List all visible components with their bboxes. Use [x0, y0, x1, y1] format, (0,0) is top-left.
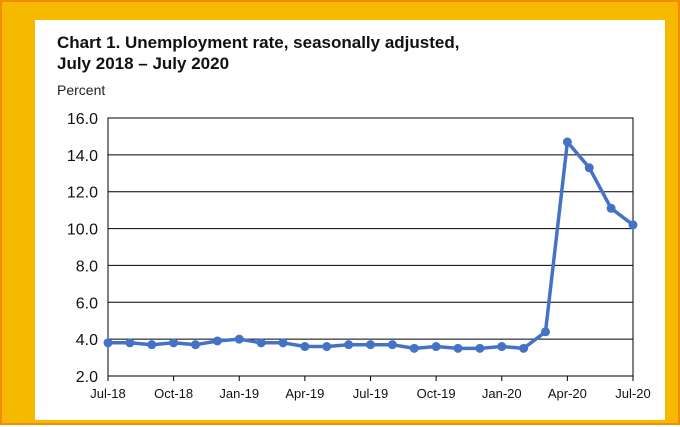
- data-point-17: [475, 343, 485, 353]
- data-point-19: [519, 343, 529, 353]
- data-point-9: [300, 342, 310, 352]
- data-point-14: [409, 343, 419, 353]
- y-tick-label-1: 4.0: [76, 332, 98, 349]
- chart-title-line-1: Chart 1. Unemployment rate, seasonally a…: [57, 33, 460, 52]
- data-point-3: [169, 338, 179, 348]
- data-point-22: [584, 163, 594, 173]
- y-tick-label-3: 8.0: [76, 258, 98, 275]
- series-line: [108, 140, 635, 351]
- x-tick-label-0: Jul-18: [90, 386, 125, 401]
- data-point-21: [562, 137, 572, 147]
- data-point-23: [606, 203, 616, 213]
- data-point-2: [147, 340, 157, 350]
- data-point-24: [628, 220, 638, 230]
- x-tick-label-8: Jul-20: [615, 386, 650, 401]
- data-point-7: [256, 338, 266, 348]
- y-tick-label-0: 2.0: [76, 369, 98, 386]
- x-tick-label-1: Oct-18: [154, 386, 193, 401]
- x-tick-label-5: Oct-19: [417, 386, 456, 401]
- y-tick-label-4: 10.0: [67, 222, 98, 239]
- y-tick-label-7: 16.0: [67, 111, 98, 128]
- x-tick-label-3: Apr-19: [285, 386, 324, 401]
- data-point-5: [212, 336, 222, 346]
- x-tick-label-2: Jan-19: [219, 386, 259, 401]
- data-point-18: [497, 342, 507, 352]
- data-point-4: [191, 340, 200, 350]
- data-point-16: [453, 343, 463, 353]
- x-tick-label-6: Jan-20: [482, 386, 522, 401]
- y-axis-unit-label: Percent: [57, 82, 106, 98]
- data-point-11: [344, 340, 354, 350]
- data-point-12: [366, 340, 375, 350]
- data-point-20: [541, 327, 550, 337]
- data-point-0: [103, 338, 113, 348]
- x-tick-label-7: Apr-20: [548, 386, 587, 401]
- chart-title: Chart 1. Unemployment rate, seasonally a…: [57, 32, 657, 74]
- y-tick-label-2: 6.0: [76, 295, 98, 312]
- data-point-6: [234, 334, 244, 344]
- x-tick-label-4: Jul-19: [353, 386, 388, 401]
- data-point-10: [322, 342, 332, 352]
- y-tick-label-6: 14.0: [67, 148, 98, 165]
- chart-title-line-2: July 2018 – July 2020: [57, 54, 230, 73]
- data-point-15: [431, 342, 441, 352]
- data-point-13: [387, 340, 397, 350]
- data-point-8: [278, 338, 288, 348]
- y-tick-label-5: 12.0: [67, 185, 98, 202]
- data-point-1: [125, 338, 135, 348]
